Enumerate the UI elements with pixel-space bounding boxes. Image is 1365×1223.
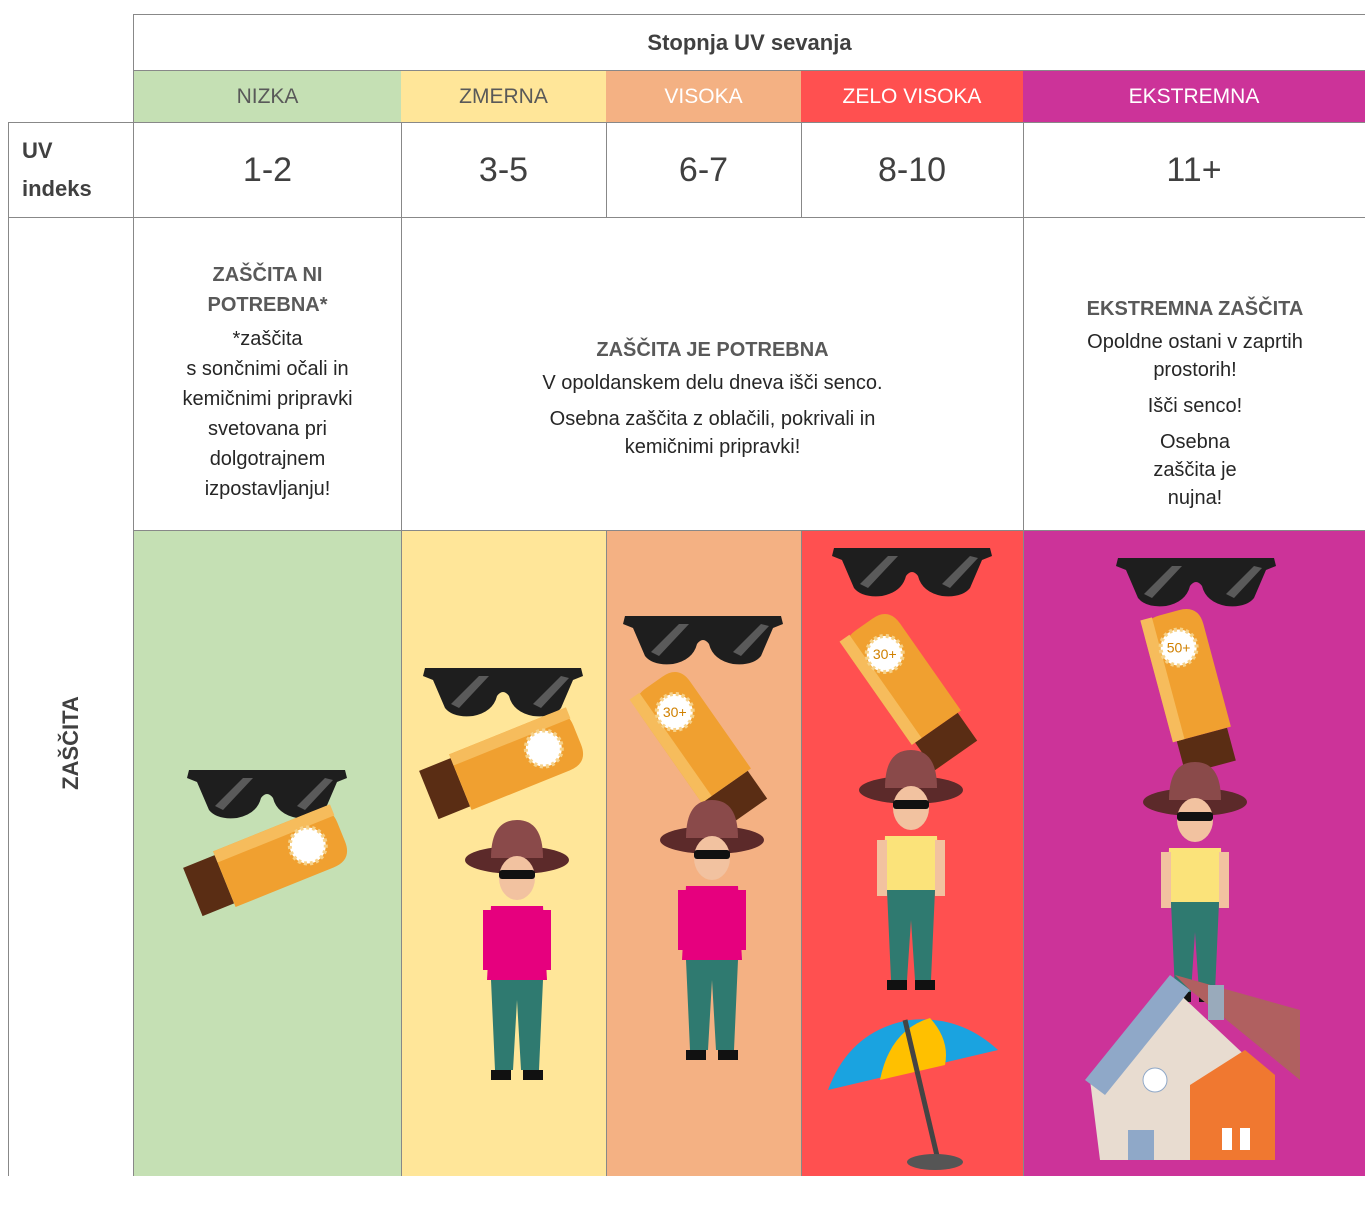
protection-title: EKSTREMNA ZAŠČITA (1086, 298, 1304, 320)
protection-label: ZAŠČITA (58, 696, 83, 790)
protection-text: Išči senco! (1147, 395, 1243, 417)
protection-cell: EKSTREMNA ZAŠČITA Opoldne ostani v zaprt… (1060, 294, 1330, 520)
umbrella-icon (828, 1018, 998, 1170)
border (1023, 122, 1024, 217)
border (133, 530, 1365, 531)
protection-cell: ZAŠČITA NI POTREBNA* *zaščita s sončnimi… (150, 260, 385, 512)
protection-text: Opoldne ostani v zaprtih prostorih! (1087, 331, 1303, 381)
border (801, 122, 802, 217)
level-header: ZMERNA (401, 71, 606, 122)
protection-text: *zaščita (232, 328, 303, 350)
sunscreen-icon: 50+ (1138, 602, 1242, 778)
border (133, 14, 134, 1176)
uv-range: 3-5 (478, 150, 529, 189)
protection-title: ZAŠČITA NI POTREBNA* (207, 264, 328, 316)
level-header: ZELO VISOKA (801, 71, 1023, 122)
border (606, 122, 607, 217)
protection-text: Osebna zaščita z oblačili, pokrivali in … (549, 408, 876, 458)
protection-text: s sončnimi očali in kemičnimi pripravki … (182, 358, 353, 500)
border (133, 14, 1365, 15)
sunscreen-label: 50+ (1167, 639, 1191, 655)
border (401, 122, 402, 217)
border (133, 70, 1365, 71)
uv-range: 11+ (1166, 150, 1222, 189)
uv-range: 1-2 (242, 150, 293, 189)
border (8, 122, 9, 1176)
level-header: NIZKA (134, 71, 401, 122)
uv-range: 8-10 (877, 150, 947, 189)
border (1023, 217, 1024, 1176)
border (606, 530, 607, 1176)
uv-label: UV indeks (22, 138, 92, 201)
sunscreen-label: 30+ (663, 704, 687, 720)
table-title: Stopnja UV sevanja (647, 29, 852, 55)
protection-title: ZAŠČITA JE POTREBNA (596, 339, 829, 361)
border (8, 122, 1365, 123)
house-icon (1085, 975, 1300, 1160)
sunscreen-icon: 30+ (837, 605, 983, 775)
sunscreen-icon: 30+ (627, 663, 773, 833)
level-header: EKSTREMNA (1023, 71, 1365, 122)
border (8, 217, 1365, 218)
border (401, 217, 402, 1176)
protection-text: V opoldanskem delu dneva išči senco. (542, 372, 883, 394)
uv-range: 6-7 (678, 150, 729, 189)
protection-cell: ZAŠČITA JE POTREBNA V opoldanskem delu d… (402, 335, 1023, 461)
icon-area: 30+ 30+ 50+ (133, 530, 1365, 1176)
page: 30+ 30+ 50+ Stopnja UV sevanja NIZKA ZME… (8, 14, 1365, 1176)
border (801, 530, 802, 1176)
sunscreen-label: 30+ (873, 646, 897, 662)
protection-text: Osebna zaščita je nujna! (1153, 431, 1237, 509)
level-header: VISOKA (606, 71, 801, 122)
